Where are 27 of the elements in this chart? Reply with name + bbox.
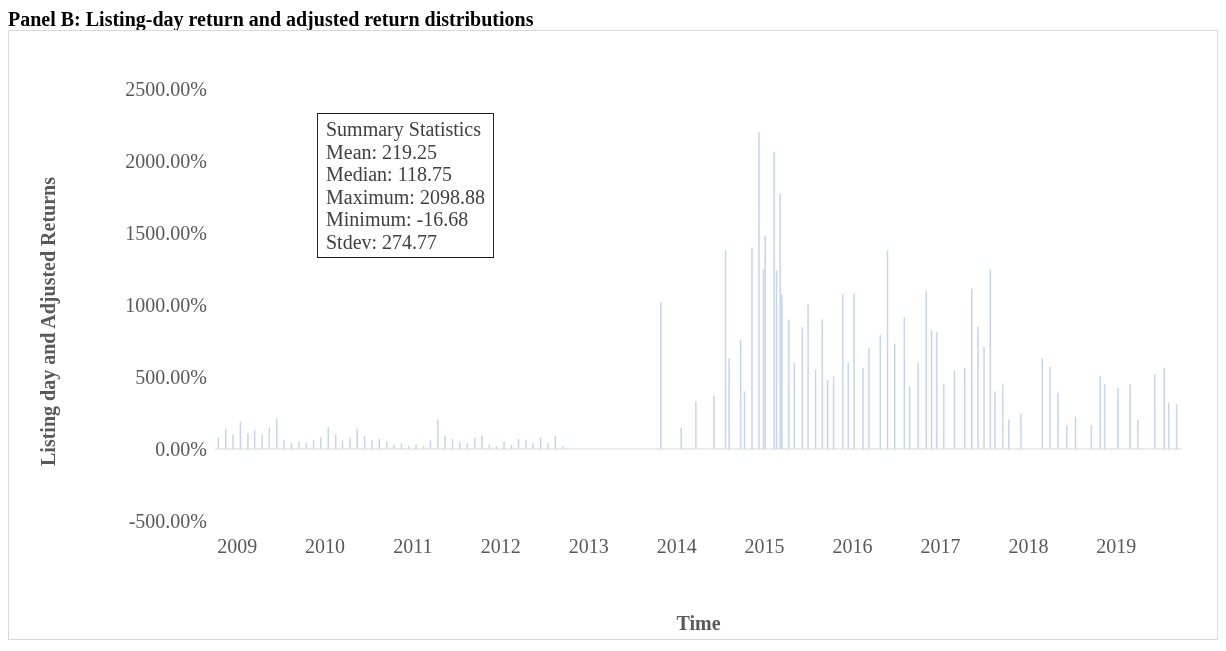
x-tick-label: 2009: [217, 535, 258, 558]
x-tick-label: 2012: [480, 535, 521, 558]
annotation: Median: 118.75: [326, 163, 453, 186]
x-axis-title: Time: [675, 612, 722, 635]
x-tick-label: 2013: [568, 535, 609, 558]
x-tick-label: 2016: [832, 535, 873, 558]
y-tick-label: 1500.00%: [125, 222, 207, 245]
x-tick-label: 2011: [393, 535, 433, 558]
y-axis-title: Listing day and Adjusted Returns: [36, 176, 60, 466]
y-tick-label: 500.00%: [135, 366, 207, 389]
annotation: Mean: 219.25: [326, 140, 439, 163]
x-tick-label: 2019: [1096, 535, 1137, 558]
y-tick-label: 0.00%: [155, 438, 207, 461]
y-tick-label: 2500.00%: [125, 78, 207, 101]
annotation: Stdev: 274.77: [326, 230, 439, 253]
chart-title: Panel B: Listing-day return and adjusted return distributions: [8, 8, 535, 30]
annotation: Minimum: -16.68: [326, 208, 470, 231]
x-tick-label: 2010: [305, 535, 346, 558]
y-tick-label: 2000.00%: [125, 150, 207, 173]
x-tick-label: 2015: [744, 535, 785, 558]
x-tick-label: 2018: [1008, 535, 1049, 558]
annotation: Summary Statistics: [326, 118, 482, 141]
x-tick-label: 2017: [920, 535, 961, 558]
x-tick-label: 2014: [656, 535, 697, 558]
y-tick-label: 1000.00%: [125, 294, 207, 317]
annotation: Maximum: 2098.88: [326, 185, 485, 208]
y-tick-label: -500.00%: [128, 510, 207, 533]
